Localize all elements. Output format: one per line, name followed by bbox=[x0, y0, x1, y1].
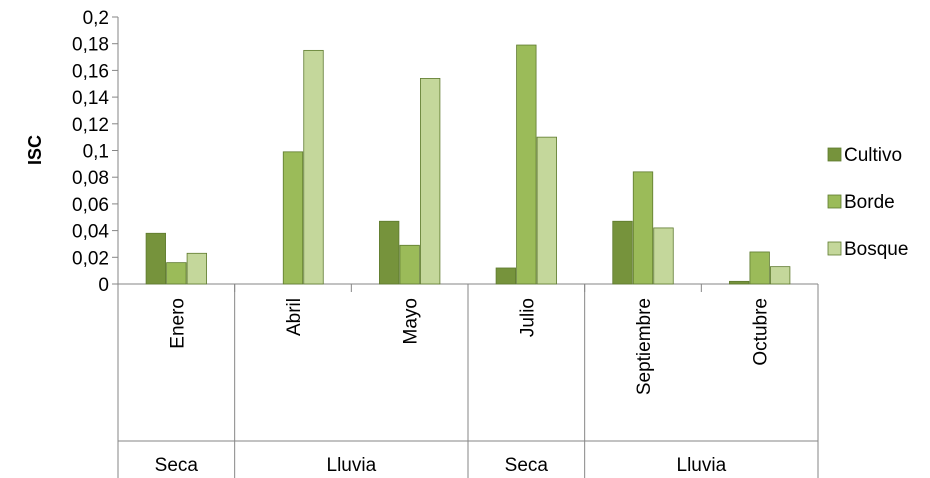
x-tick-label: Mayo bbox=[401, 298, 422, 344]
x-tick-label: Septiembre bbox=[634, 298, 655, 395]
group-label: Lluvia bbox=[677, 455, 727, 476]
legend-swatch bbox=[827, 194, 842, 209]
legend-swatch bbox=[827, 147, 842, 162]
bar-bosque-mayo bbox=[420, 78, 441, 285]
y-tick-label: 0,12 bbox=[72, 115, 109, 136]
y-tick-label: 0,08 bbox=[72, 168, 109, 189]
labels: 0 0,02 0,04 0,06 0,08 0,1 0,12 0,14 0,16 0,18 0,2 I… bbox=[25, 8, 772, 476]
legend-label: Borde bbox=[844, 192, 895, 213]
bar-bosque-enero bbox=[186, 252, 207, 285]
group-label: Lluvia bbox=[327, 455, 377, 476]
x-tick-label: Julio bbox=[517, 298, 538, 337]
bar-borde-enero bbox=[166, 262, 187, 285]
y-tick-label: 0,06 bbox=[72, 195, 109, 216]
bar-bosque-octubre bbox=[770, 266, 791, 285]
bar-cultivo-septiembre bbox=[612, 220, 633, 285]
bar-borde-julio bbox=[516, 44, 537, 285]
x-tick-label: Enero bbox=[167, 298, 188, 349]
y-tick-label: 0 bbox=[98, 275, 109, 296]
bar-cultivo-enero bbox=[145, 232, 166, 285]
bar-cultivo-octubre bbox=[729, 280, 750, 285]
y-tick-label: 0,02 bbox=[72, 248, 109, 269]
y-tick-label: 0,2 bbox=[83, 8, 109, 29]
bar-cultivo-mayo bbox=[379, 220, 400, 285]
bar-borde-septiembre bbox=[632, 171, 654, 285]
y-tick-label: 0,18 bbox=[72, 35, 109, 56]
bars bbox=[145, 44, 791, 285]
y-tick-label: 0,16 bbox=[72, 61, 109, 82]
bar-cultivo-julio bbox=[495, 267, 516, 285]
legend-label: Bosque bbox=[844, 239, 908, 260]
legend: Cultivo Borde Bosque bbox=[827, 145, 908, 260]
legend-label: Cultivo bbox=[844, 145, 902, 166]
x-tick-label: Abril bbox=[284, 298, 305, 336]
x-tick-label: Octubre bbox=[751, 298, 772, 366]
axes bbox=[112, 16, 819, 478]
bar-borde-mayo bbox=[399, 244, 420, 285]
group-label: Seca bbox=[155, 455, 199, 476]
bar-borde-abril bbox=[282, 151, 304, 285]
group-label: Seca bbox=[505, 455, 549, 476]
y-tick-label: 0,04 bbox=[72, 222, 109, 243]
bar-bosque-septiembre bbox=[653, 227, 674, 285]
bar-borde-octubre bbox=[749, 251, 770, 285]
y-axis-title: ISC bbox=[25, 135, 45, 165]
legend-swatch bbox=[827, 241, 842, 256]
y-tick-label: 0,1 bbox=[83, 142, 109, 163]
bar-bosque-julio bbox=[536, 136, 557, 285]
bar-bosque-abril bbox=[303, 49, 324, 285]
y-tick-label: 0,14 bbox=[72, 88, 109, 109]
